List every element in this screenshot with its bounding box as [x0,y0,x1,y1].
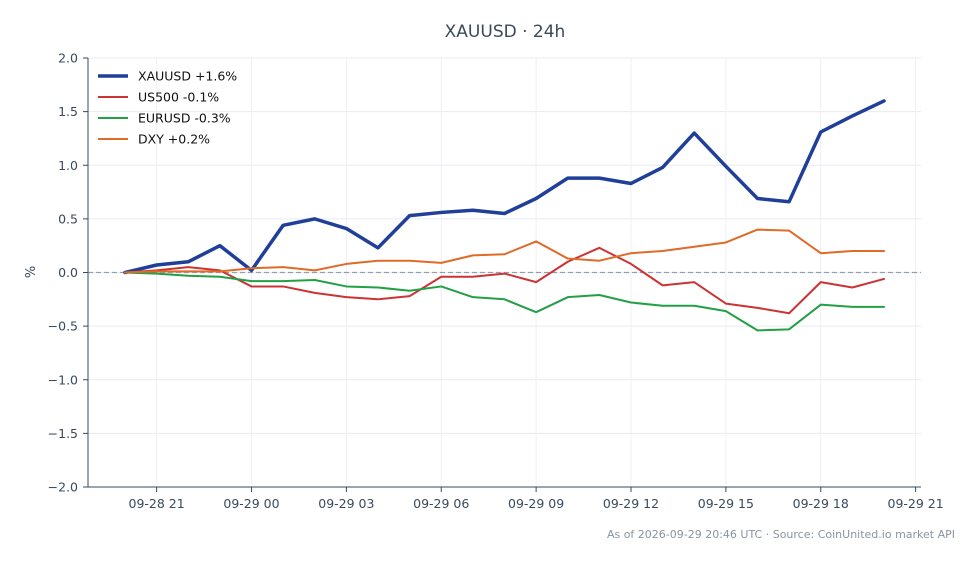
y-tick-label: 0.5 [58,211,78,226]
x-tick-label: 09-29 06 [413,496,469,511]
x-tick-label: 09-29 15 [698,496,754,511]
legend-label-us500: US500 -0.1% [138,90,219,105]
y-axis-label: % [24,266,39,278]
x-tick-label: 09-29 18 [793,496,849,511]
chart-title: XAUUSD · 24h [445,22,566,42]
x-tick-label: 09-29 09 [508,496,564,511]
x-tick-label: 09-29 00 [223,496,279,511]
axes: 2.0 1.5 1.0 0.5 0.0 −0.5 −1.0 −1.5 −2.0 09-28 21 0… [48,51,944,512]
x-tick-label: 09-28 21 [129,496,185,511]
footer-source: As of 2026-09-29 20:46 UTC · Source: Coi… [607,528,955,541]
series-line-dxy [124,228,885,274]
series-line-xauusd [123,99,886,275]
x-tick-label: 09-29 21 [888,496,944,511]
y-tick-label: −1.5 [48,426,78,441]
legend: XAUUSD +1.6% US500 -0.1% EURUSD -0.3% DXY +… [98,69,237,147]
series-line-eurusd [124,271,885,332]
legend-label-dxy: DXY +0.2% [138,132,210,147]
y-tick-label: 2.0 [58,51,78,66]
y-tick-label: 1.0 [58,158,78,173]
legend-label-xauusd: XAUUSD +1.6% [138,69,237,84]
series-line-us500 [124,246,885,315]
legend-label-eurusd: EURUSD -0.3% [138,111,231,126]
x-tick-label: 09-29 03 [318,496,374,511]
y-tick-label: −2.0 [48,480,78,495]
y-tick-label: −1.0 [48,372,78,387]
y-tick-label: 0.0 [58,265,78,280]
y-tick-label: −0.5 [48,319,78,334]
series-lines [123,99,886,332]
y-tick-label: 1.5 [58,104,78,119]
x-tick-label: 09-29 12 [603,496,659,511]
